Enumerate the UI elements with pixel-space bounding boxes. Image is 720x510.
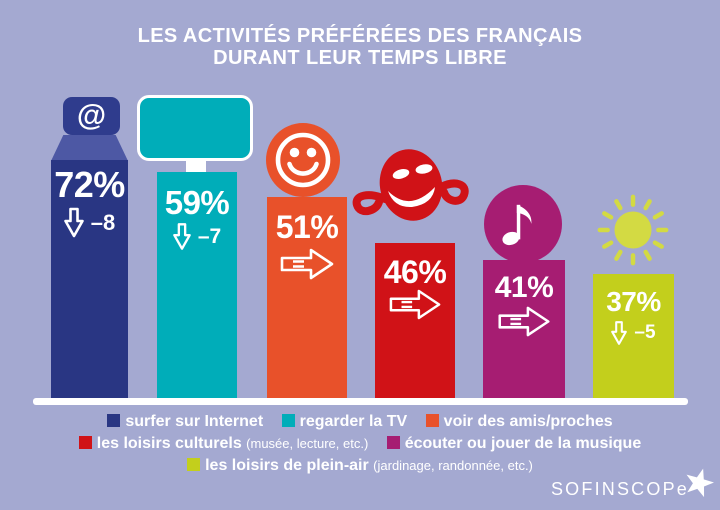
arrow-down-icon (172, 223, 191, 250)
bar-amis-value: 51% (275, 209, 339, 245)
legend-label: regarder la TV (299, 413, 408, 430)
bar-culturels-value: 46% (383, 254, 447, 290)
legend-row-2: les loisirs culturels (musée, lecture, e… (0, 433, 720, 455)
bar-tv-value: 59% (164, 184, 230, 221)
legend-swatch-musique (386, 436, 400, 449)
bar-internet-trend: –8 (51, 206, 128, 239)
at-sign-icon: @ (63, 97, 120, 135)
legend-label: voir des amis/proches (443, 413, 613, 430)
legend-item-musique: écouter ou jouer de la musique (386, 435, 642, 452)
bar-tv-trend: –7 (157, 221, 237, 252)
legend-item-tv: regarder la TV (281, 413, 408, 430)
brand-logo: SOFINSCOPe (551, 468, 714, 499)
legend-label: les loisirs de plein-air (205, 457, 369, 474)
tv-icon (137, 95, 253, 161)
brand-name: SOFINSCOPe (550, 479, 689, 499)
bar-tv-delta: –7 (197, 224, 222, 248)
bar-internet-delta: –8 (90, 209, 116, 235)
page-title: LES ACTIVITÉS PRÉFÉRÉES DES FRANÇAIS DUR… (0, 25, 720, 69)
smiley-face (275, 132, 331, 188)
tv-stand (186, 161, 206, 172)
legend-swatch-plein-air (187, 458, 201, 471)
legend-swatch-internet (107, 414, 121, 427)
legend-label: surfer sur Internet (125, 413, 264, 430)
bar-culturels-trend (375, 288, 455, 321)
at-sign-glyph: @ (76, 99, 107, 132)
legend-swatch-amis (425, 414, 439, 427)
arrow-right-stable-icon (280, 248, 334, 280)
arrow-right-stable-icon (498, 306, 550, 337)
page-title-line1: LES ACTIVITÉS PRÉFÉRÉES DES FRANÇAIS (137, 25, 583, 47)
bar-tv (157, 172, 237, 398)
legend-note: (musée, lecture, etc.) (246, 436, 369, 451)
arrow-down-icon (611, 321, 628, 345)
bar-plein-air (593, 274, 674, 398)
music-note-icon (484, 185, 562, 263)
legend-row-1: surfer sur Internet regarder la TV voir … (0, 411, 720, 433)
legend-label: écouter ou jouer de la musique (404, 435, 642, 452)
bar-musique-value: 41% (494, 271, 554, 304)
bar-plein-air-delta: –5 (634, 322, 656, 343)
legend-item-culturels: les loisirs culturels (musée, lecture, e… (78, 435, 369, 452)
theater-mask-drawing (352, 149, 469, 221)
sun-drawing (597, 194, 669, 266)
music-note-drawing (502, 204, 532, 246)
bar-musique (483, 260, 565, 398)
bar-internet-shoulder (51, 135, 128, 161)
bar-internet (51, 160, 128, 398)
smiley-icon (266, 123, 340, 197)
bar-internet-value: 72% (54, 164, 125, 205)
legend-item-plein-air: les loisirs de plein-air (jardinage, ran… (187, 457, 533, 474)
arrow-right-stable-icon (389, 289, 441, 320)
bar-plein-air-trend: –5 (593, 319, 674, 347)
chart-baseline (33, 398, 688, 405)
legend-item-amis: voir des amis/proches (425, 413, 613, 430)
theater-mask-icon (349, 147, 471, 243)
arrow-down-icon (63, 207, 84, 238)
page-title-line2: DURANT LEUR TEMPS LIBRE (213, 47, 507, 69)
legend-label: les loisirs culturels (96, 435, 242, 452)
legend-row-3: les loisirs de plein-air (jardinage, ran… (0, 455, 720, 477)
bar-culturels (375, 243, 455, 398)
star-icon (686, 468, 714, 498)
bar-musique-trend (483, 305, 565, 338)
bar-amis-trend (267, 247, 347, 281)
legend-swatch-tv (281, 414, 295, 427)
legend-item-internet: surfer sur Internet (107, 413, 263, 430)
legend-note: (jardinage, randonnée, etc.) (373, 458, 533, 473)
bar-plein-air-value: 37% (606, 286, 661, 317)
sun-icon (594, 191, 672, 269)
bar-amis (267, 197, 347, 398)
legend-swatch-culturels (78, 436, 92, 449)
